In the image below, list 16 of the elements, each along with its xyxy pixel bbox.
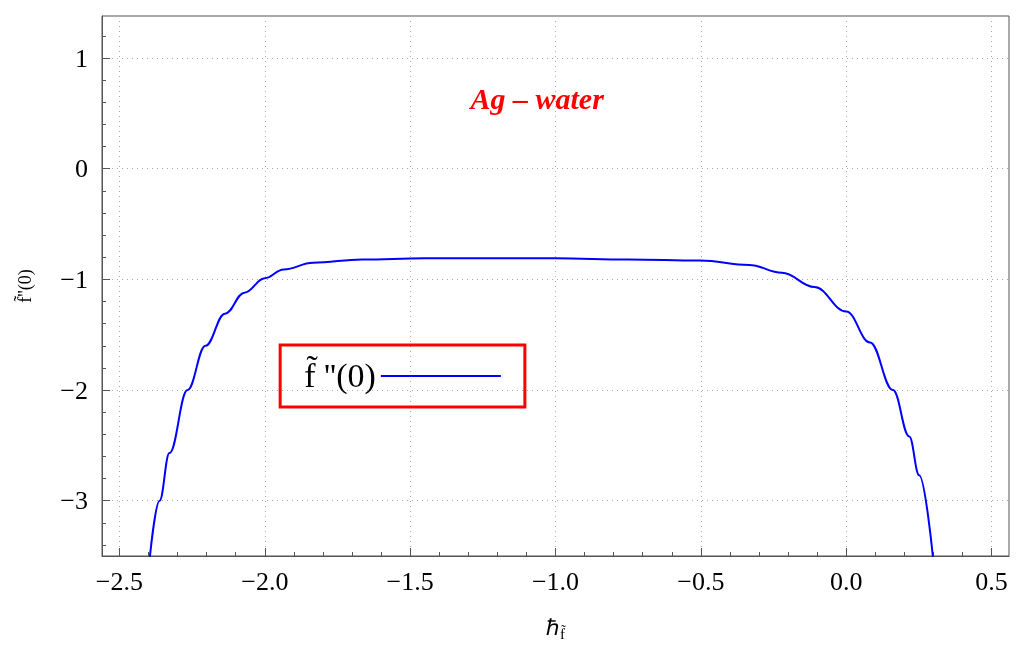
line-series [148,257,934,557]
y-tick-label: 1 [75,43,88,73]
x-tick-label: −0.5 [677,566,725,596]
y-tick-label: −2 [60,375,88,405]
y-axis-title: f̃''(0) [12,269,36,303]
x-tick-label: −1.5 [386,566,434,596]
y-tick-label: −3 [60,486,88,516]
x-tick-label: −2.0 [241,566,289,596]
x-tick-label: 0.5 [975,566,1008,596]
text: Ag – water [468,81,605,115]
x-tick-label: −2.5 [95,566,144,596]
y-tick-label: −1 [60,264,88,294]
x-tick-label: −1.0 [531,566,580,596]
legend-label: f̃ ''(0) [304,355,376,396]
x-tick-label: 0.0 [829,566,863,596]
y-tick-label: 0 [75,154,88,184]
